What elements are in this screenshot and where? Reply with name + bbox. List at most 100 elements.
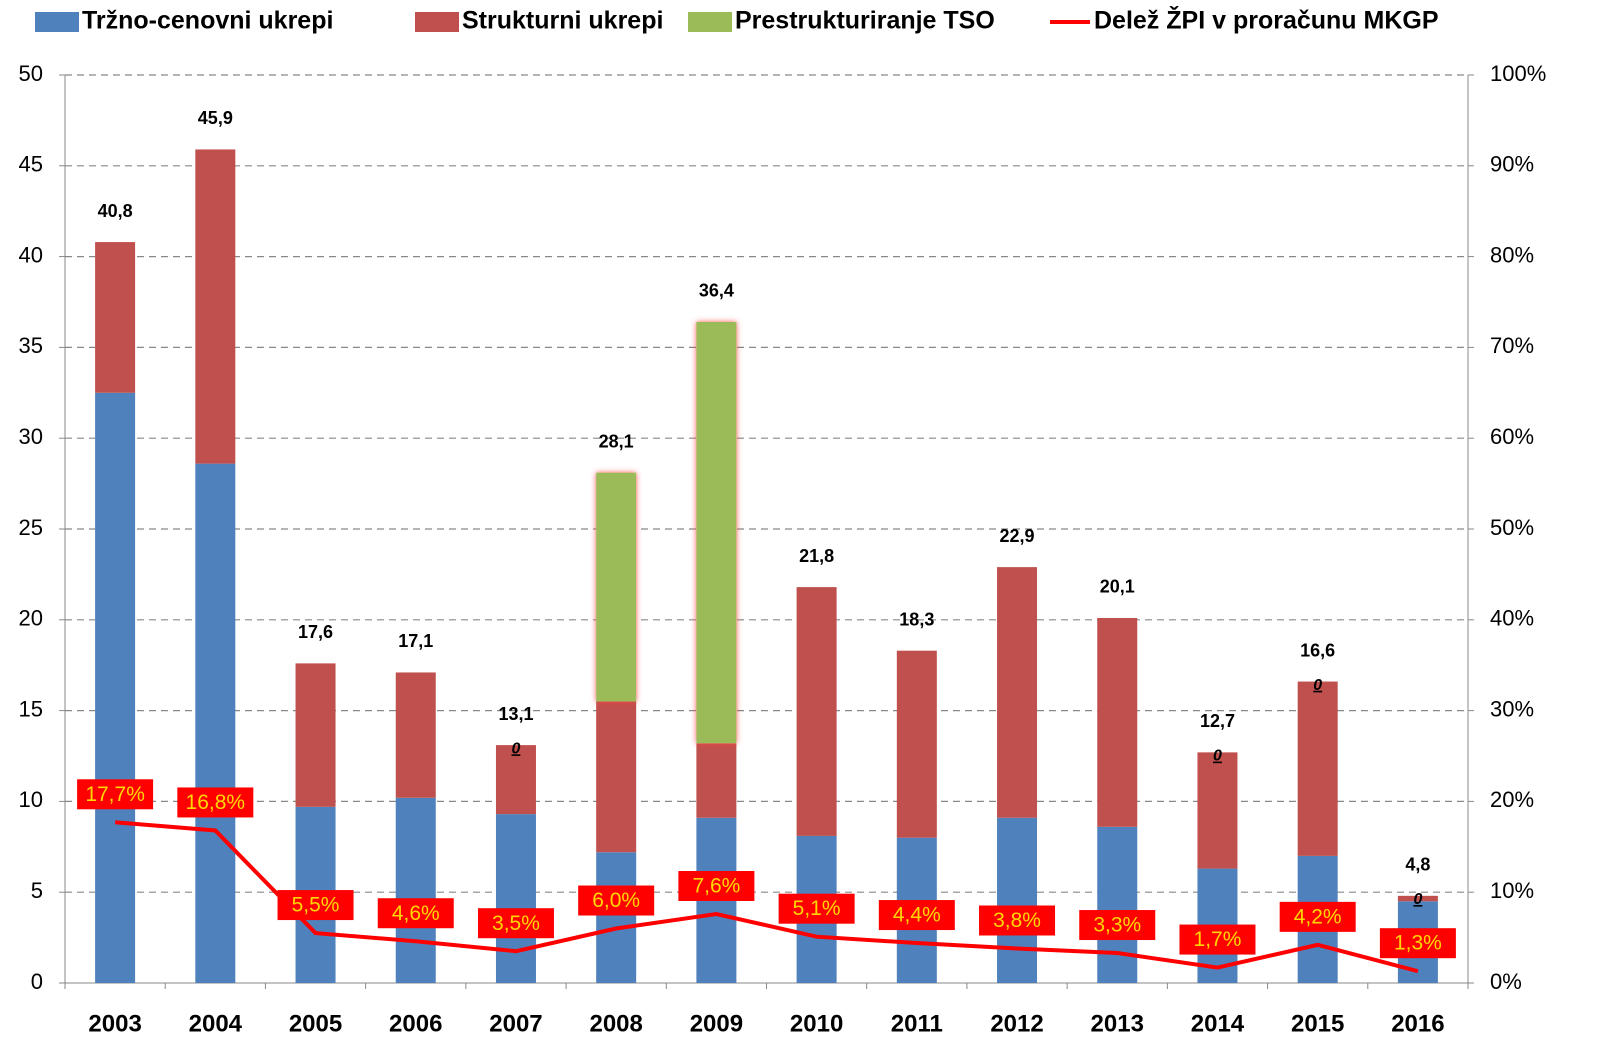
x-tick-label: 2016 [1391, 1010, 1444, 1037]
segment-label: 0 [512, 740, 521, 757]
bar-segment [395, 797, 436, 983]
x-tick-label: 2009 [690, 1010, 743, 1037]
total-label: 16,6 [1300, 640, 1335, 660]
total-label: 18,3 [899, 609, 934, 629]
bar-segment [997, 817, 1038, 983]
total-label: 4,8 [1405, 855, 1430, 875]
y-tick-label: 30 [19, 424, 43, 449]
x-tick-label: 2006 [389, 1010, 442, 1037]
y2-tick-label: 100% [1490, 61, 1546, 86]
legend-swatch [415, 12, 459, 32]
data-label-text: 4,4% [893, 904, 941, 927]
bar-segment [696, 743, 737, 818]
bar-segment [596, 701, 637, 853]
y2-tick-label: 50% [1490, 515, 1534, 540]
x-tick-label: 2003 [88, 1010, 141, 1037]
total-label: 22,9 [1000, 526, 1035, 546]
data-label-box [177, 787, 254, 818]
bar-segment [195, 149, 236, 464]
data-label: 17,7% [77, 779, 154, 810]
data-label-text: 7,6% [692, 875, 740, 898]
segment-label: 0 [1313, 677, 1322, 694]
x-tick-label: 2011 [891, 1010, 943, 1037]
bar-segment [1197, 752, 1238, 869]
data-label-box [1079, 910, 1156, 941]
total-label: 28,1 [599, 431, 634, 451]
total-label: 17,6 [298, 622, 333, 642]
bar-segment [696, 321, 737, 744]
bar-segment [95, 242, 136, 393]
data-label-box [77, 779, 154, 810]
y-tick-label: 20 [19, 606, 43, 631]
data-label-box [678, 870, 755, 901]
data-label-text: 5,1% [793, 897, 841, 920]
x-tick-label: 2012 [990, 1010, 1043, 1037]
data-label-box [1379, 928, 1456, 959]
y2-tick-label: 70% [1490, 333, 1534, 358]
data-label-text: 4,6% [392, 902, 440, 925]
y2-tick-label: 10% [1490, 878, 1534, 903]
data-label-box [1179, 924, 1256, 955]
data-label: 4,4% [878, 900, 955, 931]
data-label-box [277, 890, 354, 921]
bar-segment [495, 814, 536, 983]
data-label: 6,0% [578, 885, 655, 916]
data-label-box [377, 898, 454, 929]
data-label-text: 5,5% [292, 894, 340, 917]
data-label-box [979, 905, 1056, 936]
bar-segment [295, 663, 336, 807]
legend-label: Strukturni ukrepi [462, 7, 663, 35]
total-label: 12,7 [1200, 711, 1235, 731]
x-tick-label: 2014 [1191, 1010, 1245, 1037]
data-label: 5,5% [277, 890, 354, 921]
x-tick-label: 2005 [289, 1010, 342, 1037]
data-label-text: 6,0% [592, 889, 640, 912]
y2-tick-label: 0% [1490, 969, 1522, 994]
bar-segment [495, 745, 536, 815]
data-label: 3,3% [1079, 910, 1156, 941]
data-label: 4,6% [377, 898, 454, 929]
x-tick-label: 2008 [589, 1010, 642, 1037]
data-label: 5,1% [778, 893, 855, 924]
x-tick-label: 2015 [1291, 1010, 1344, 1037]
y-tick-label: 25 [19, 515, 43, 540]
data-label: 7,6% [678, 870, 755, 901]
data-label-box [477, 908, 554, 939]
legend-label: Delež ŽPI v proračunu MKGP [1094, 5, 1439, 35]
data-label: 3,5% [477, 908, 554, 939]
bar-segment [997, 567, 1038, 818]
y-tick-label: 5 [31, 878, 43, 903]
data-label-text: 3,8% [993, 909, 1041, 932]
bar-segment [1097, 826, 1138, 983]
bar-segment [596, 852, 637, 983]
total-label: 45,9 [198, 108, 233, 128]
data-label-text: 4,2% [1294, 905, 1342, 928]
bar-segment [95, 392, 136, 983]
bar-segment [1097, 617, 1138, 827]
y2-tick-label: 30% [1490, 696, 1534, 721]
data-label: 16,8% [177, 787, 254, 818]
line-series [114, 820, 1419, 974]
total-label: 36,4 [699, 281, 734, 301]
total-label: 13,1 [498, 704, 533, 724]
legend-swatch [35, 12, 79, 32]
bar-segment [1397, 895, 1438, 902]
total-label: 20,1 [1100, 577, 1135, 597]
y-tick-label: 10 [19, 787, 43, 812]
data-label-box [778, 893, 855, 924]
data-label-text: 3,3% [1093, 914, 1141, 937]
data-label-text: 16,8% [186, 791, 246, 814]
y2-tick-label: 60% [1490, 424, 1534, 449]
segment-label: 0 [1413, 891, 1422, 908]
total-label: 40,8 [98, 201, 133, 221]
data-label: 3,8% [979, 905, 1056, 936]
x-tick-label: 2007 [489, 1010, 542, 1037]
data-label-text: 3,5% [492, 912, 540, 935]
data-label-text: 1,7% [1194, 928, 1242, 951]
y2-tick-label: 40% [1490, 606, 1534, 631]
data-label-box [578, 885, 655, 916]
y2-tick-label: 20% [1490, 787, 1534, 812]
bar-segment [796, 587, 837, 836]
data-label-text: 17,7% [85, 783, 145, 806]
